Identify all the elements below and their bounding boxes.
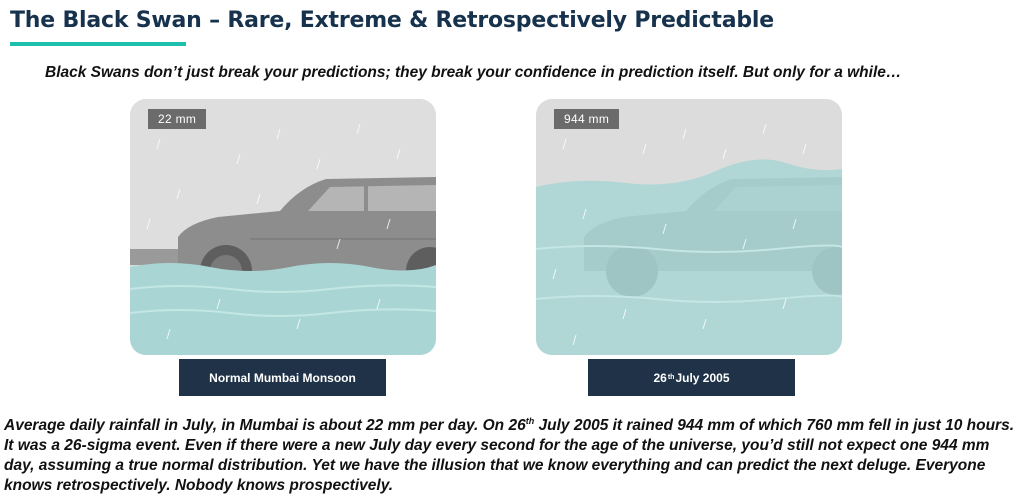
body-part-1: Average daily rainfall in July, in Mumba… [4, 417, 526, 435]
body-part-2: July 2005 it rained 944 mm of which 760 … [4, 417, 1015, 495]
flooded-car-image [130, 99, 436, 355]
body-date-suffix: th [525, 416, 535, 426]
deluge-illustration: 944 mm [536, 99, 842, 355]
page-title: The Black Swan – Rare, Extreme & Retrosp… [10, 8, 774, 33]
caption-normal-monsoon: Normal Mumbai Monsoon [179, 359, 386, 396]
normal-monsoon-illustration: 22 mm [130, 99, 436, 355]
submerged-car-image [536, 99, 842, 355]
caption-month-year: July 2005 [675, 370, 730, 385]
caption-day-suffix: th [667, 374, 675, 381]
body-paragraph: Average daily rainfall in July, in Mumba… [4, 411, 1020, 496]
rainfall-tag: 22 mm [148, 109, 207, 129]
subtitle: Black Swans don’t just break your predic… [45, 64, 902, 81]
title-underline [10, 42, 186, 46]
rainfall-tag: 944 mm [554, 109, 620, 129]
caption-day: 26 [653, 370, 667, 385]
